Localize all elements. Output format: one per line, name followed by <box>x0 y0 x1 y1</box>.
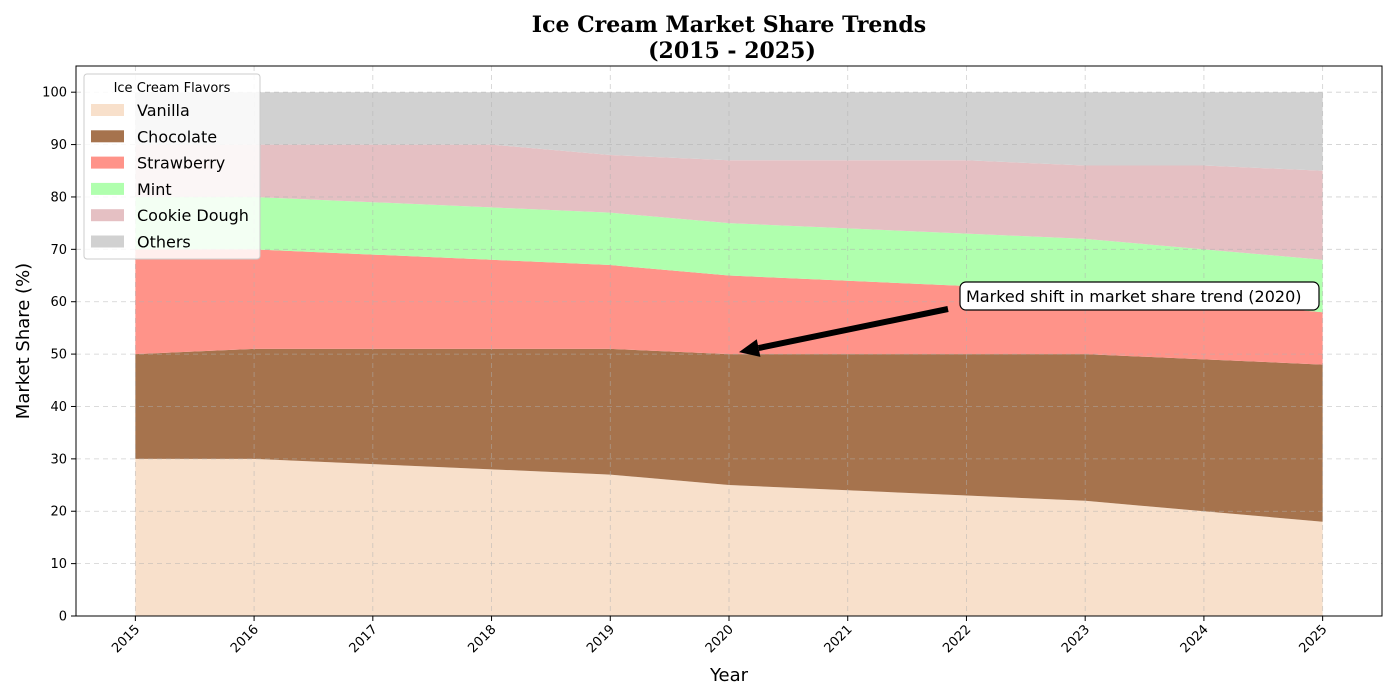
x-axis-label: Year <box>709 665 749 686</box>
y-tick-label: 100 <box>42 86 67 101</box>
y-tick-label: 30 <box>50 452 67 467</box>
annotation-text: Marked shift in market share trend (2020… <box>966 287 1302 306</box>
legend-swatch-mint <box>91 182 124 195</box>
x-tick-label: 2019 <box>584 622 618 656</box>
legend-title: Ice Cream Flavors <box>114 81 231 96</box>
y-tick-label: 60 <box>50 295 67 310</box>
x-tick-label: 2017 <box>347 622 381 656</box>
legend-label-vanilla: Vanilla <box>137 101 190 120</box>
y-tick-label: 40 <box>50 400 67 415</box>
legend-swatch-others <box>91 235 124 248</box>
x-tick-label: 2021 <box>822 622 856 656</box>
legend-label-mint: Mint <box>137 180 172 199</box>
y-tick-label: 90 <box>50 138 67 153</box>
legend-label-chocolate: Chocolate <box>137 127 217 146</box>
legend-label-cookie-dough: Cookie Dough <box>137 206 249 225</box>
chart-subtitle: (2015 - 2025) <box>648 38 816 64</box>
y-axis-label: Market Share (%) <box>13 263 34 419</box>
x-tick-label: 2016 <box>228 622 262 656</box>
annotation: Marked shift in market share trend (2020… <box>739 281 1320 357</box>
x-tick-label: 2020 <box>703 622 737 656</box>
legend: Ice Cream Flavors Vanilla Chocolate Strawb… <box>83 73 261 260</box>
annotation-arrow-shaft <box>757 306 949 351</box>
chart-title: Ice Cream Market Share Trends <box>532 12 926 38</box>
x-tick-label: 2023 <box>1059 622 1093 656</box>
legend-label-strawberry: Strawberry <box>137 154 225 173</box>
legend-swatch-chocolate <box>91 130 124 143</box>
y-tick-label: 0 <box>59 610 67 625</box>
legend-swatch-strawberry <box>91 156 124 169</box>
x-tick-label: 2025 <box>1296 622 1330 656</box>
y-tick-label: 10 <box>50 557 67 572</box>
y-tick-label: 20 <box>50 505 67 520</box>
y-tick-label: 80 <box>50 190 67 205</box>
legend-box <box>83 73 261 260</box>
y-tick-label: 70 <box>50 243 67 258</box>
annotation-arrow-head <box>739 339 761 357</box>
annotation-box <box>959 281 1320 311</box>
legend-label-others: Others <box>137 233 191 252</box>
x-tick-label: 2018 <box>465 622 499 656</box>
area-strawberry <box>135 249 1323 365</box>
y-tick-label: 50 <box>50 348 67 363</box>
legend-swatch-vanilla <box>91 104 124 116</box>
legend-swatch-cookie-dough <box>91 209 124 222</box>
x-tick-label: 2022 <box>940 622 974 656</box>
x-tick-label: 2024 <box>1178 622 1212 656</box>
x-tick-label: 2015 <box>109 622 143 656</box>
grid-layer <box>76 66 1382 617</box>
